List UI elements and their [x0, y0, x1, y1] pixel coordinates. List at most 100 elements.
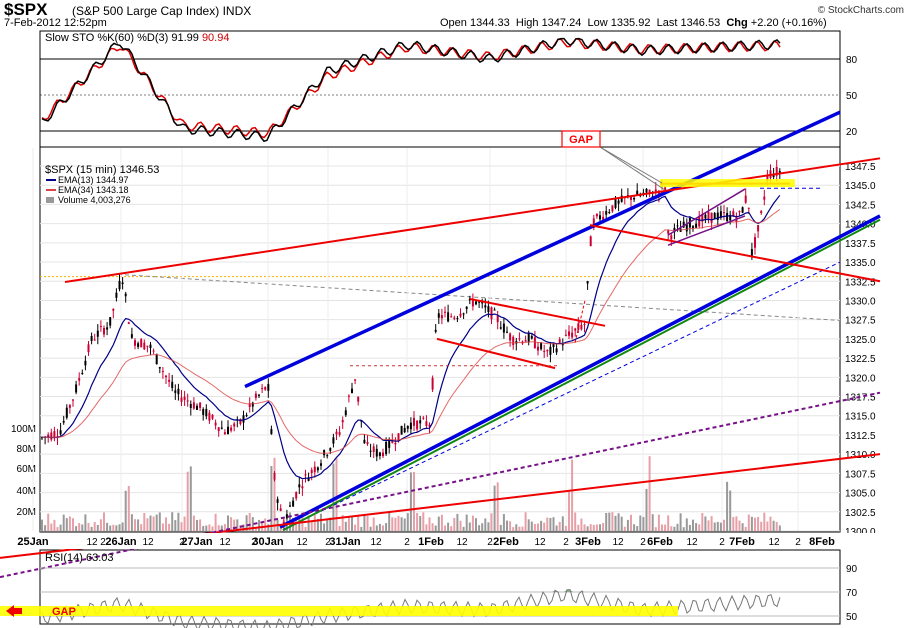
price-bar-body — [440, 315, 443, 319]
volume-bar — [270, 466, 273, 531]
volume-bar — [605, 512, 608, 531]
price-bar-body — [676, 225, 679, 227]
x-axis-label: 2 — [404, 537, 410, 548]
price-bar-body — [199, 402, 202, 408]
volume-bar — [382, 525, 384, 531]
volume-bar — [335, 458, 338, 531]
price-tick-label: 1337.5 — [845, 239, 876, 250]
price-bar-body — [378, 452, 381, 457]
price-bar-body — [121, 282, 124, 285]
price-tick-label: 1300.0 — [845, 527, 876, 538]
volume-bar — [664, 524, 667, 531]
price-bar-body — [750, 249, 753, 256]
price-bar-body — [506, 331, 508, 333]
volume-bar — [515, 524, 518, 531]
volume-bar — [741, 523, 744, 531]
volume-bar — [41, 519, 43, 531]
price-bar-body — [146, 345, 149, 347]
x-axis-label: 27Jan — [181, 536, 212, 548]
volume-bar — [695, 523, 698, 531]
volume-bar — [571, 459, 574, 531]
price-bar-body — [264, 386, 267, 390]
x-axis-label: 2 — [719, 537, 725, 548]
volume-bar — [425, 524, 428, 531]
x-axis-label: 31Jan — [329, 536, 360, 548]
price-bar-body — [549, 346, 552, 355]
volume-bar — [208, 524, 211, 531]
volume-bar — [75, 526, 78, 531]
volume-bar — [726, 481, 729, 531]
volume-bar — [586, 526, 589, 531]
price-bar-body — [409, 422, 412, 430]
x-axis-label: 12 — [219, 537, 231, 548]
price-bar-body — [775, 166, 778, 176]
volume-bar — [239, 525, 242, 531]
volume-bar — [366, 516, 369, 531]
price-bar-body — [174, 390, 177, 393]
volume-bar — [99, 519, 102, 531]
volume-bar — [729, 490, 732, 531]
volume-bar — [320, 513, 322, 531]
price-bar-body — [695, 223, 698, 228]
price-bar-body — [493, 309, 496, 311]
volume-bar — [493, 485, 496, 531]
gap-level-highlight — [660, 179, 795, 188]
price-bar-body — [564, 334, 567, 336]
volume-bar — [413, 471, 415, 531]
price-bar-body — [716, 212, 719, 220]
volume-bar — [47, 513, 50, 531]
volume-bar — [754, 517, 756, 531]
volume-bar — [354, 524, 357, 531]
svg-text:GAP: GAP — [569, 134, 593, 146]
price-bar-body — [595, 213, 598, 217]
price-bar-body — [599, 215, 601, 220]
volume-bar — [72, 518, 74, 531]
volume-bar — [682, 527, 685, 531]
volume-bar — [406, 513, 409, 531]
volume-bar — [713, 522, 716, 531]
volume-bar — [258, 519, 260, 531]
volume-bar — [688, 524, 691, 531]
volume-bar — [403, 518, 406, 531]
price-bar-body — [605, 210, 608, 215]
stockcharts-brand[interactable]: © StockCharts.com — [817, 5, 904, 16]
volume-bar — [223, 524, 226, 531]
price-bar-body — [571, 332, 574, 338]
svg-text:EMA(13) 1344.97: EMA(13) 1344.97 — [58, 175, 129, 185]
price-tick-label: 1327.5 — [845, 316, 876, 327]
price-bar-body — [84, 360, 87, 366]
price-bar-body — [245, 415, 248, 417]
volume-bar — [611, 512, 614, 531]
price-bar-body — [326, 455, 329, 457]
x-axis-label: 2 — [251, 537, 257, 548]
price-bar-body — [583, 324, 586, 326]
volume-bar — [732, 517, 735, 531]
price-bar-body — [530, 335, 533, 339]
volume-bar — [388, 512, 391, 531]
x-axis-label: 2 — [563, 537, 569, 548]
volume-bar — [775, 521, 778, 531]
price-bar-body — [670, 235, 673, 240]
chart-header: $SPX (S&P 500 Large Cap Index) INDX 7-Fe… — [0, 0, 910, 30]
price-bar-body — [512, 336, 515, 346]
green-trendline — [282, 218, 881, 532]
volume-bar — [124, 490, 127, 531]
price-bar-body — [109, 317, 112, 326]
volume-bar — [769, 516, 772, 531]
price-bar-body — [437, 313, 440, 318]
price-bar-body — [419, 420, 422, 424]
volume-bar — [242, 524, 245, 531]
x-axis-label: 3Feb — [575, 536, 601, 548]
volume-bar — [456, 513, 459, 531]
volume-bar — [211, 526, 214, 531]
price-bar-body — [354, 379, 357, 381]
price-bar-body — [230, 427, 233, 431]
price-tick-label: 1315.0 — [845, 412, 876, 423]
volume-bar — [385, 523, 388, 531]
price-bar-body — [667, 230, 670, 234]
volume-bar — [502, 514, 505, 531]
x-axis-label: 2 — [179, 537, 185, 548]
price-bar-body — [481, 301, 484, 304]
price-bar-body — [130, 334, 133, 338]
volume-bar — [103, 512, 105, 531]
